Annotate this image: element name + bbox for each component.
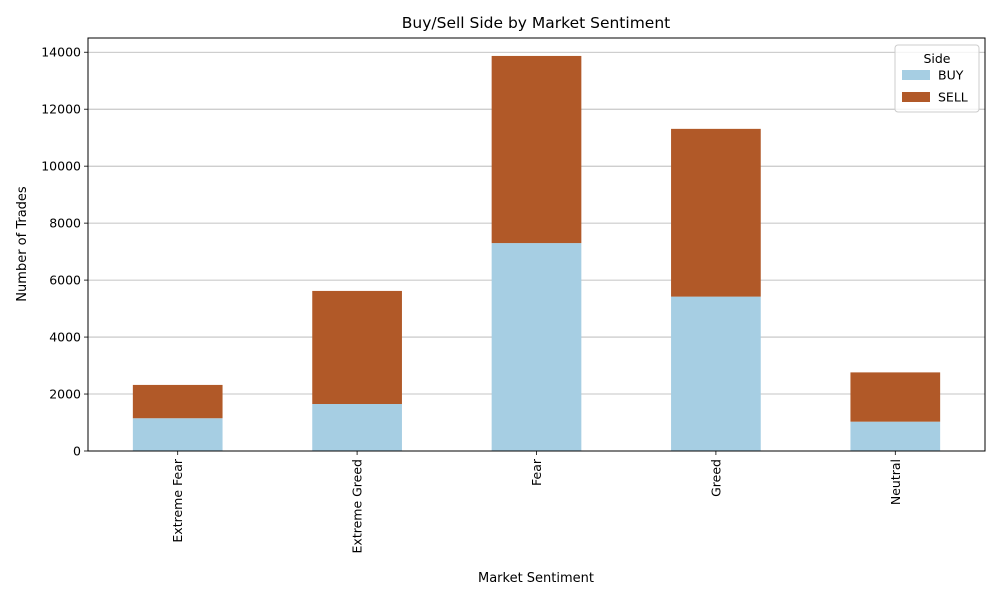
bars: [132, 55, 941, 451]
y-axis-title: Number of Trades: [15, 186, 30, 302]
y-tick-label: 10000: [41, 159, 81, 174]
legend-label-sell: SELL: [938, 90, 968, 105]
x-axis-title: Market Sentiment: [478, 571, 594, 586]
y-tick-label: 2000: [49, 387, 81, 402]
y-axis-ticks: 0 2000 4000 6000 8000 10000 12000 14000: [41, 45, 88, 459]
legend-items: BUY SELL: [902, 68, 968, 105]
bar-buy: [312, 404, 402, 451]
y-tick-label: 12000: [41, 102, 81, 117]
x-tick-label: Extreme Fear: [170, 458, 185, 542]
bar-buy: [491, 243, 582, 451]
bar-sell: [132, 384, 223, 419]
legend-label-buy: BUY: [938, 68, 964, 83]
y-tick-label: 4000: [49, 330, 81, 345]
bar-sell: [850, 372, 941, 422]
bar-sell: [312, 290, 402, 405]
bar-buy: [132, 418, 223, 451]
legend-swatch-sell: [902, 92, 930, 102]
y-tick-label: 0: [73, 444, 81, 459]
chart-title: Buy/Sell Side by Market Sentiment: [402, 14, 670, 32]
bar-sell: [491, 55, 582, 244]
legend-swatch-buy: [902, 70, 930, 80]
x-tick-label: Fear: [529, 458, 544, 486]
x-tick-label: Extreme Greed: [350, 459, 365, 553]
bar-sell: [671, 128, 761, 297]
bar-buy: [850, 421, 941, 451]
y-tick-label: 8000: [49, 216, 81, 231]
x-tick-label: Greed: [708, 459, 723, 497]
y-tick-label: 14000: [41, 45, 81, 60]
y-tick-label: 6000: [49, 273, 81, 288]
x-tick-label: Neutral: [888, 459, 903, 505]
legend: Side BUY SELL: [894, 44, 980, 113]
bar-buy: [671, 296, 761, 451]
legend-title: Side: [923, 51, 950, 66]
x-axis-ticks: Extreme Fear Extreme Greed Fear Greed Neutra…: [170, 451, 903, 553]
